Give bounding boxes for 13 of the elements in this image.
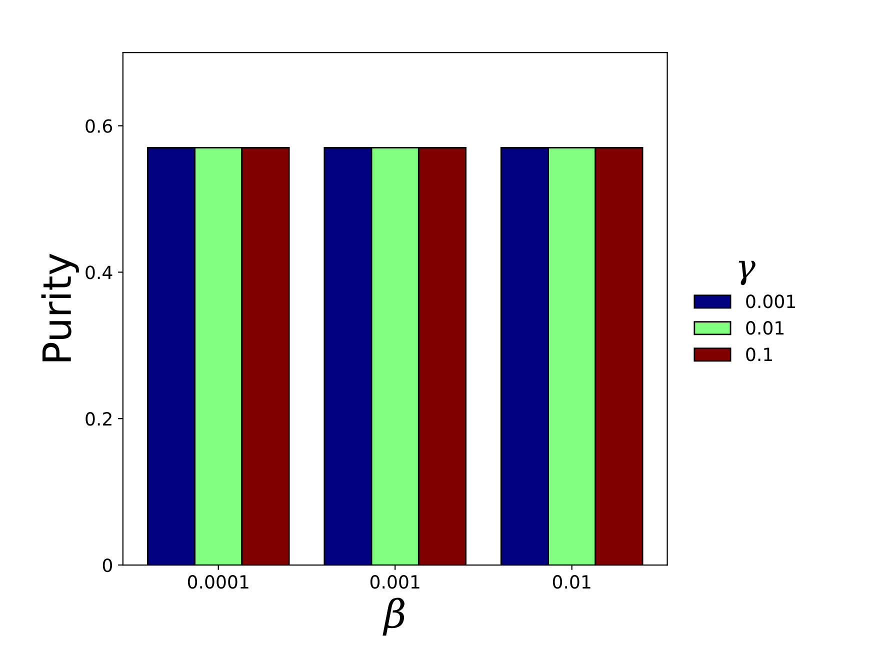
y-tick-label: 0.4 — [86, 266, 112, 280]
legend-title: γ — [738, 260, 756, 286]
legend-label: 0.001 — [746, 294, 795, 308]
y-axis-title: Purity — [41, 254, 79, 362]
x-axis-title: β — [382, 598, 404, 636]
y-tick-label: 0.6 — [86, 119, 112, 133]
legend-label: 0.01 — [746, 321, 784, 335]
x-tick-label: 0.01 — [552, 575, 590, 589]
legend-label: 0.1 — [746, 348, 772, 362]
y-tick-label: 0.2 — [86, 412, 112, 426]
x-tick-label: 0.001 — [370, 575, 420, 589]
x-tick-label: 0.0001 — [188, 575, 248, 589]
y-tick-label: 0 — [102, 558, 112, 572]
